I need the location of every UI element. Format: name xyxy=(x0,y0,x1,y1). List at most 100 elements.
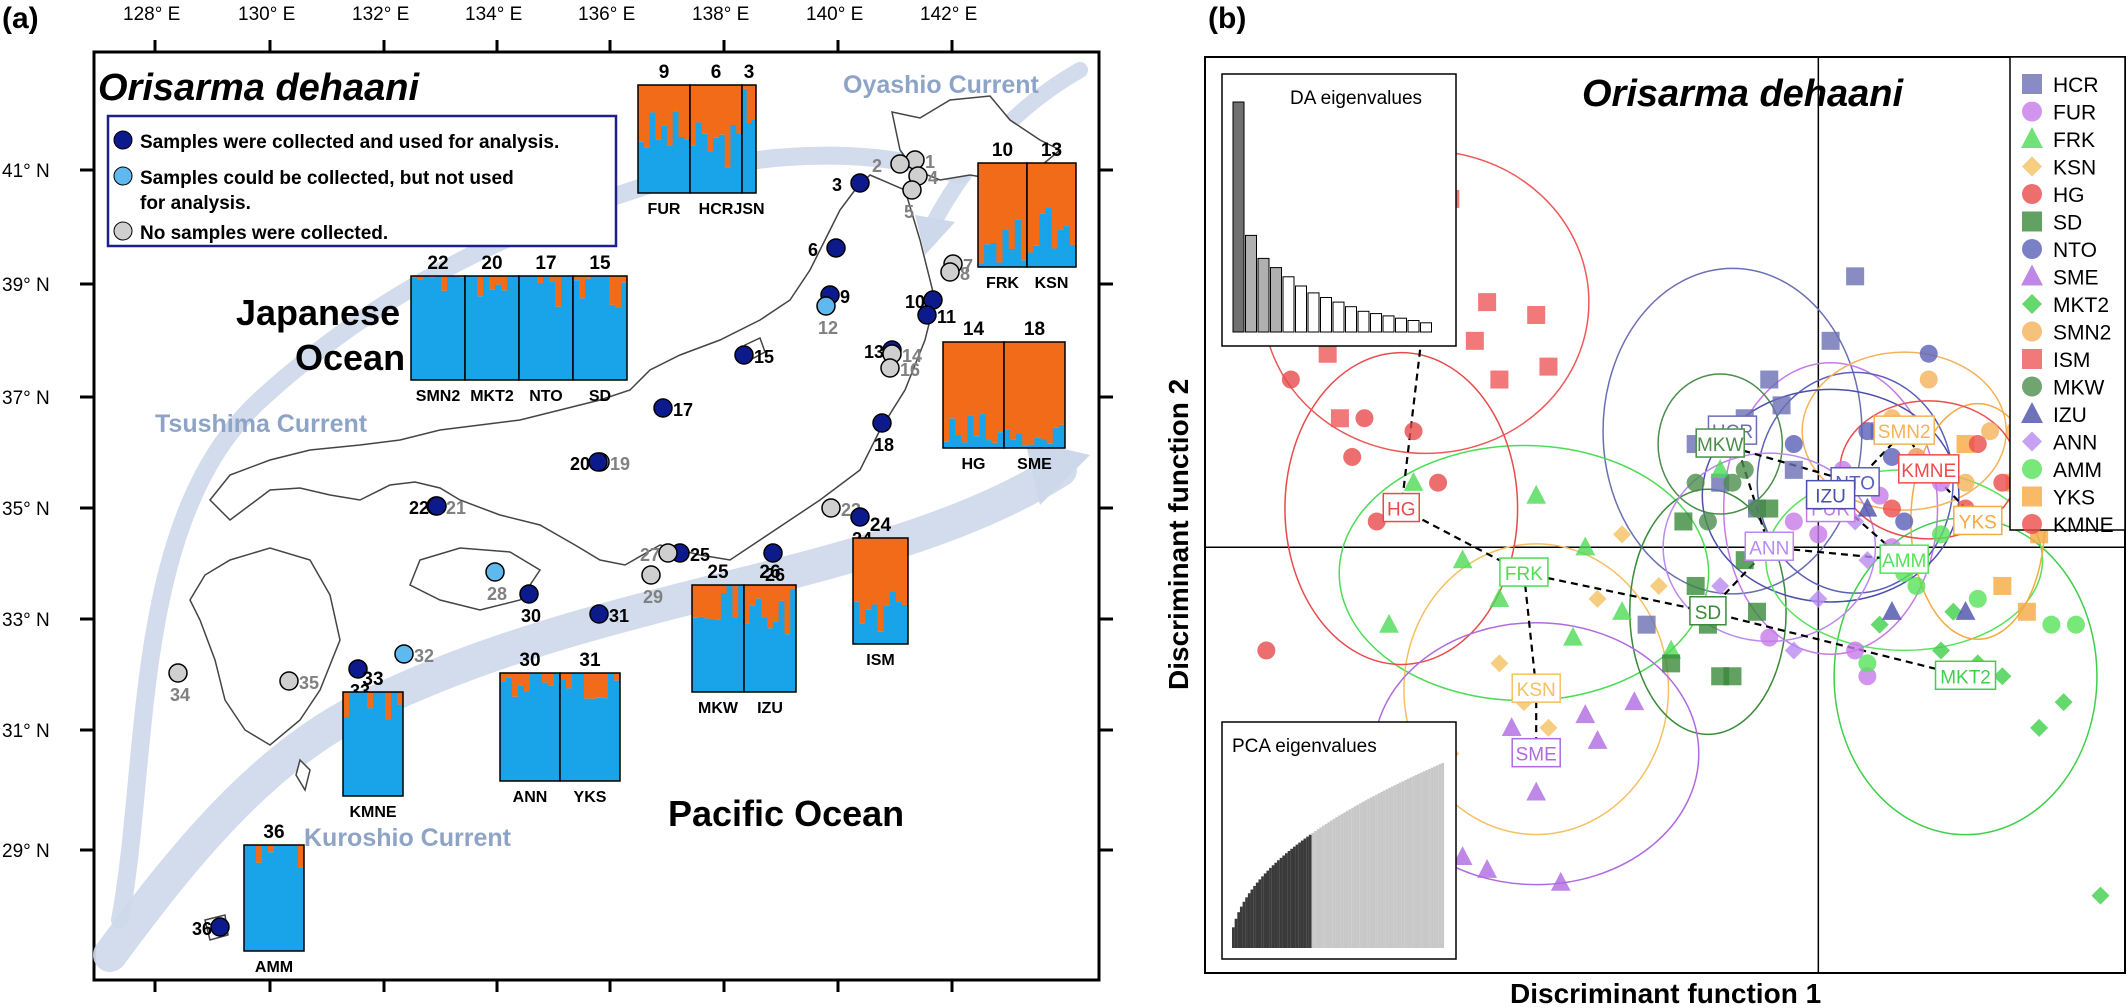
data-point xyxy=(1748,499,1766,518)
structure-pop-code: SME xyxy=(1017,456,1052,473)
lat-tick-label: 39° N xyxy=(2,275,50,296)
site-number: 26 xyxy=(765,565,785,585)
tsushima-current-label: Tsushima Current xyxy=(155,410,368,438)
structure-bar-b xyxy=(661,125,668,193)
centroid-label-box xyxy=(1953,505,2003,536)
data-point xyxy=(1858,422,1877,441)
lon-tick-label: 136° E xyxy=(578,4,635,25)
site-number: 7 xyxy=(963,256,973,276)
centroid-link xyxy=(1707,610,1966,678)
structure-bar-b xyxy=(871,604,878,644)
structure-bar-a xyxy=(955,342,962,436)
structure-bar-b xyxy=(524,692,531,781)
pca-eigen-bar xyxy=(1232,927,1235,948)
structure-pop-code: ANN xyxy=(513,789,548,806)
structure-pop-code: JSN xyxy=(733,201,764,218)
structure-bar-b xyxy=(695,122,703,193)
structure-bar-b xyxy=(865,609,872,644)
centroid-label: KSN xyxy=(1517,680,1556,701)
structure-bar-b xyxy=(877,631,885,644)
structure-bar-a xyxy=(973,342,981,437)
structure-bar-b xyxy=(1008,249,1016,267)
structure-bar-a xyxy=(537,276,544,283)
structure-bar-b xyxy=(465,276,472,380)
data-point xyxy=(1993,473,2012,492)
site-marker xyxy=(653,398,673,418)
centroid-label-box xyxy=(1689,596,1727,626)
structure-bar-b xyxy=(738,585,745,692)
site-marker xyxy=(168,663,188,683)
structure-bar-b xyxy=(507,276,514,380)
site-marker xyxy=(658,543,678,563)
da-eigen-bar xyxy=(1370,313,1382,333)
structure-bar-b xyxy=(984,244,991,267)
structure-bar-b xyxy=(961,442,968,448)
structure-sample-size: 30 xyxy=(519,650,540,671)
pca-eigen-bar xyxy=(1383,790,1386,948)
structure-bar-b xyxy=(767,628,774,692)
structure-bar-b xyxy=(578,673,585,781)
pca-eigen-bar xyxy=(1388,787,1392,948)
pca-eigen-bar xyxy=(1367,798,1370,948)
structure-bar-b xyxy=(703,618,710,692)
structure-bar-b xyxy=(742,88,748,193)
structure-pop-code: NTO xyxy=(529,388,562,405)
legend-label: YKS xyxy=(2053,487,2095,510)
structure-bar-b xyxy=(684,139,691,193)
structure-bar-b xyxy=(343,717,350,796)
structure-bar-b xyxy=(761,617,768,692)
structure-bar-b xyxy=(718,134,726,193)
structure-bar-b xyxy=(690,145,697,193)
structure-pop-code: YKS xyxy=(574,789,607,806)
map-legend-box xyxy=(106,114,618,248)
structure-bar-a xyxy=(615,276,622,308)
structure-bar-a xyxy=(736,85,743,134)
structure-bar-a xyxy=(853,538,860,602)
structure-bar-b xyxy=(1033,245,1040,267)
structure-bar-a xyxy=(978,163,985,264)
structure-bar-a xyxy=(979,342,987,415)
structure-bar-b xyxy=(572,673,579,781)
structure-bar-a xyxy=(1028,342,1035,445)
inertia-ellipse xyxy=(1629,488,1787,736)
structure-pop-code: FRK xyxy=(986,275,1019,292)
data-point xyxy=(1993,576,2012,595)
structure-bar-b xyxy=(286,845,293,951)
x-axis-label: Discriminant function 1 xyxy=(1510,978,1821,1008)
data-point xyxy=(1895,512,1914,531)
pca-eigen-bar xyxy=(1242,901,1246,948)
pca-eigen-bar xyxy=(1441,763,1445,948)
structure-sample-size: 6 xyxy=(711,62,722,83)
pca-eigen-bar xyxy=(1250,889,1254,948)
pca-eigen-bar xyxy=(1303,838,1307,948)
site-number: 10 xyxy=(905,292,925,312)
legend-label: KMNE xyxy=(2053,514,2114,537)
structure-bar-a xyxy=(441,276,448,291)
structure-bar-a xyxy=(548,673,555,686)
structure-bar-b xyxy=(519,276,526,380)
pca-eigen-bar xyxy=(1261,876,1264,948)
structure-bar-b xyxy=(713,137,720,193)
pca-eigen-bar xyxy=(1372,796,1376,948)
inertia-ellipse xyxy=(1722,362,1939,656)
structure-bar-b xyxy=(697,616,705,692)
centroid-label-box xyxy=(1934,660,1997,691)
legend-used-text: Samples were collected and used for anal… xyxy=(140,132,559,153)
structure-bar-a xyxy=(678,85,685,137)
structure-bar-b xyxy=(274,845,281,951)
data-point xyxy=(1870,615,1889,634)
oyashio-current-label: Oyashio Current xyxy=(843,71,1040,99)
structure-bar-b xyxy=(901,604,909,644)
structure-bar-a xyxy=(1058,342,1066,425)
tsushima-current-arrow xyxy=(111,146,969,929)
structure-sample-size: 14 xyxy=(963,319,985,340)
shikoku-shape xyxy=(409,547,542,611)
data-point xyxy=(1489,588,1510,607)
da-eigen-bar xyxy=(1332,301,1345,333)
site-marker xyxy=(588,452,608,472)
data-point xyxy=(1932,641,1950,660)
dapc-legend: HCR FUR FRK KSN HG SD NTO SME MKT2 SMN2 ISM MKW IZU A… xyxy=(2009,56,2126,537)
structure-bar-b xyxy=(548,685,555,781)
legend-marker xyxy=(2021,402,2043,423)
